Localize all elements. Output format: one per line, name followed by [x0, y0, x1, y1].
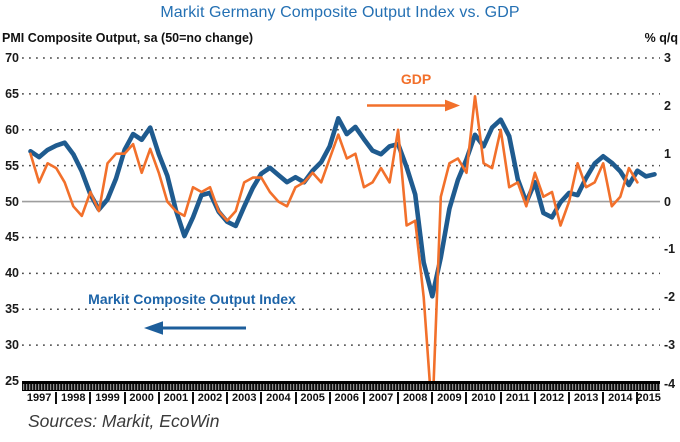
gdp-series-label: GDP	[400, 71, 432, 87]
year-separator	[55, 392, 58, 404]
right-tick-1: 1	[664, 146, 671, 161]
year-separator	[260, 392, 263, 404]
right-tick--1: -1	[664, 242, 676, 257]
year-label-2008: 2008	[402, 392, 428, 404]
year-separator	[362, 392, 365, 404]
year-separator	[636, 392, 639, 404]
year-separator	[294, 392, 297, 404]
annotation-arrows	[144, 99, 460, 335]
year-separator	[226, 392, 229, 404]
left-tick-55: 55	[5, 158, 19, 173]
year-separator	[157, 392, 160, 404]
year-label-2005: 2005	[300, 392, 325, 404]
gdp-arrow-head-icon	[445, 99, 460, 112]
year-label-1997: 1997	[26, 392, 52, 404]
year-label-2004: 2004	[266, 392, 291, 404]
left-tick-50: 50	[5, 194, 19, 209]
year-separator	[123, 392, 126, 404]
left-tick-45: 45	[5, 230, 19, 245]
left-tick-25: 25	[5, 374, 19, 388]
year-separator	[602, 392, 605, 404]
right-tick-2: 2	[664, 98, 671, 113]
year-label-2010: 2010	[471, 392, 496, 404]
year-label-2002: 2002	[197, 392, 223, 404]
gridlines	[22, 57, 660, 346]
year-label-2006: 2006	[334, 392, 360, 404]
pmi-series-label: Markit Composite Output Index	[88, 291, 296, 307]
right-tick-0: 0	[664, 194, 671, 209]
left-tick-60: 60	[5, 122, 19, 137]
year-separator	[499, 392, 502, 404]
data-series	[28, 95, 657, 391]
left-tick-40: 40	[5, 266, 19, 281]
year-label-2013: 2013	[573, 392, 599, 404]
right-tick--2: -2	[664, 290, 676, 305]
year-label-2001: 2001	[163, 392, 189, 404]
right-tick--3: -3	[664, 338, 676, 353]
right-tick--4: -4	[664, 377, 676, 391]
year-label-1998: 1998	[61, 392, 86, 404]
right-tick-3: 3	[664, 51, 671, 65]
year-separator	[568, 392, 571, 404]
x-axis-band	[22, 381, 660, 391]
left-tick-30: 30	[5, 338, 19, 353]
year-label-2003: 2003	[231, 392, 257, 404]
pmi-arrow-head-icon	[144, 321, 163, 335]
right-axis-title: % q/q	[644, 31, 678, 45]
year-separator	[431, 392, 434, 404]
year-label-2009: 2009	[437, 392, 462, 404]
year-separator	[89, 392, 92, 404]
year-label-1999: 1999	[95, 392, 120, 404]
year-label-2012: 2012	[539, 392, 565, 404]
year-label-2015: 2015	[636, 392, 661, 404]
year-label-2011: 2011	[505, 392, 530, 404]
year-separator	[191, 392, 194, 404]
year-label-2014: 2014	[608, 392, 633, 404]
pmi-line	[28, 116, 657, 299]
left-tick-70: 70	[5, 51, 19, 65]
source-credit: Sources: Markit, EcoWin	[28, 411, 220, 431]
year-label-2000: 2000	[129, 392, 154, 404]
year-separator	[397, 392, 400, 404]
year-separator	[465, 392, 468, 404]
gdp-line	[29, 95, 639, 391]
year-separator	[533, 392, 536, 404]
left-tick-35: 35	[5, 302, 19, 317]
left-axis-title: PMI Composite Output, sa (50=no change)	[2, 31, 254, 45]
left-tick-65: 65	[5, 86, 19, 101]
year-label-2007: 2007	[368, 392, 394, 404]
chart-title: Markit Germany Composite Output Index vs…	[160, 4, 520, 21]
year-separator	[328, 392, 331, 404]
